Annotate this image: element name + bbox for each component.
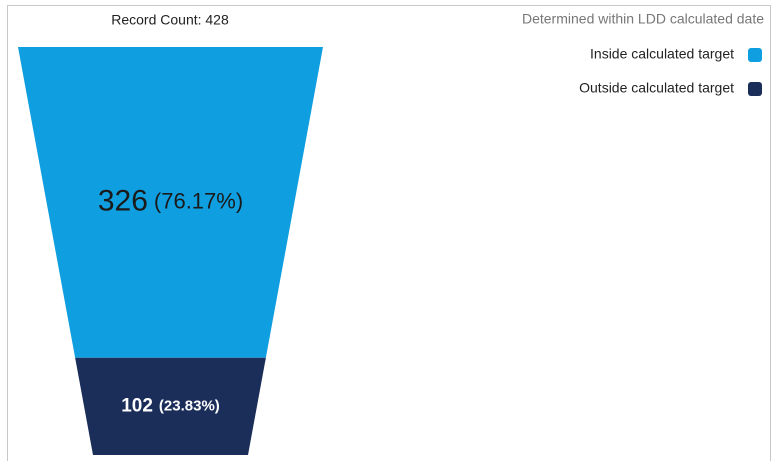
segment-label: 326 (76.17%) xyxy=(98,184,243,217)
segment-value: 326 xyxy=(98,184,148,217)
funnel-segment xyxy=(75,357,266,455)
segment-percent: (76.17%) xyxy=(154,188,243,213)
legend-swatch xyxy=(748,48,762,62)
segment-label: 102 (23.83%) xyxy=(121,395,220,416)
legend-label: Outside calculated target xyxy=(579,80,734,96)
segment-value: 102 xyxy=(121,395,153,416)
legend-title: Determined within LDD calculated date xyxy=(522,11,764,27)
chart-title: Record Count: 428 xyxy=(111,12,229,28)
funnel-segment xyxy=(18,47,323,358)
legend-swatch xyxy=(748,82,762,96)
segment-percent: (23.83%) xyxy=(159,397,220,414)
legend-label: Inside calculated target xyxy=(590,46,734,62)
